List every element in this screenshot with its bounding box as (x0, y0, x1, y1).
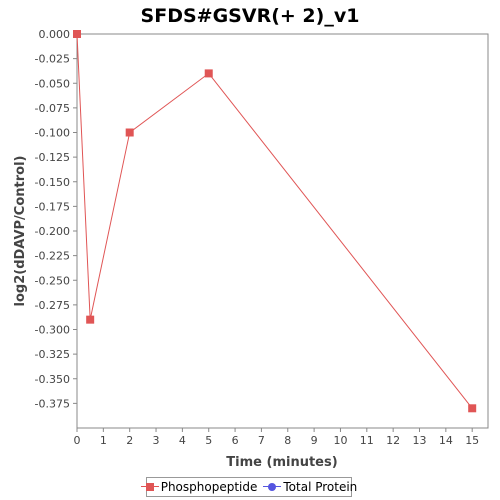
x-tick-label: 0 (74, 434, 81, 447)
y-tick-label: -0.225 (35, 250, 70, 263)
x-tick-label: 10 (333, 434, 347, 447)
legend: Phosphopeptide Total Protein (140, 477, 357, 497)
y-tick-label: -0.125 (35, 151, 70, 164)
y-tick-label: -0.325 (35, 348, 70, 361)
y-tick-label: -0.100 (35, 127, 70, 140)
y-tick-label: -0.200 (35, 225, 70, 238)
data-point (86, 315, 95, 324)
y-tick-label: -0.350 (35, 373, 70, 386)
x-tick-label: 11 (360, 434, 374, 447)
legend-label-phosphopeptide: Phosphopeptide (160, 480, 258, 494)
data-point (125, 128, 134, 137)
y-tick-label: -0.050 (35, 77, 70, 90)
x-tick-label: 12 (386, 434, 400, 447)
x-axis-label: Time (minutes) (226, 455, 337, 470)
y-tick-label: 0.000 (39, 28, 71, 41)
series-layer (73, 30, 477, 413)
y-axis-label: log2(dDAVP/Control) (13, 156, 28, 307)
y-tick-label: -0.375 (35, 397, 70, 410)
y-tick-label: -0.300 (35, 324, 70, 337)
x-tick-label: 3 (153, 434, 160, 447)
y-tick-label: -0.025 (35, 53, 70, 66)
x-tick-label: 9 (311, 434, 318, 447)
x-tick-label: 5 (205, 434, 212, 447)
x-tick-label: 7 (258, 434, 265, 447)
x-tick-label: 2 (126, 434, 133, 447)
plot-area (76, 33, 489, 429)
x-tick-label: 6 (232, 434, 239, 447)
x-tick-label: 4 (179, 434, 186, 447)
y-tick-label: -0.150 (35, 176, 70, 189)
x-tick-label: 14 (439, 434, 453, 447)
y-tick-label: -0.275 (35, 299, 70, 312)
axis-ticks: 0 1 2 3 4 5 6 7 8 9 10 11 12 13 14 150.000-0.025-0.050-… (35, 28, 480, 447)
legend-swatch-phosphopeptide (140, 482, 159, 492)
data-point (204, 69, 213, 78)
legend-item-total-protein: Total Protein (263, 480, 357, 494)
x-tick-label: 15 (465, 434, 479, 447)
y-tick-label: -0.250 (35, 274, 70, 287)
y-tick-label: -0.175 (35, 200, 70, 213)
x-tick-label: 13 (413, 434, 427, 447)
data-point (468, 404, 477, 413)
legend-label-total-protein: Total Protein (283, 480, 358, 494)
x-tick-label: 1 (100, 434, 107, 447)
legend-item-phosphopeptide: Phosphopeptide (140, 480, 258, 494)
chart-title: SFDS#GSVR(+ 2)_v1 (141, 5, 360, 27)
legend-swatch-total-protein (263, 482, 282, 492)
x-tick-label: 8 (284, 434, 291, 447)
data-point (73, 30, 81, 38)
y-tick-label: -0.075 (35, 102, 70, 115)
